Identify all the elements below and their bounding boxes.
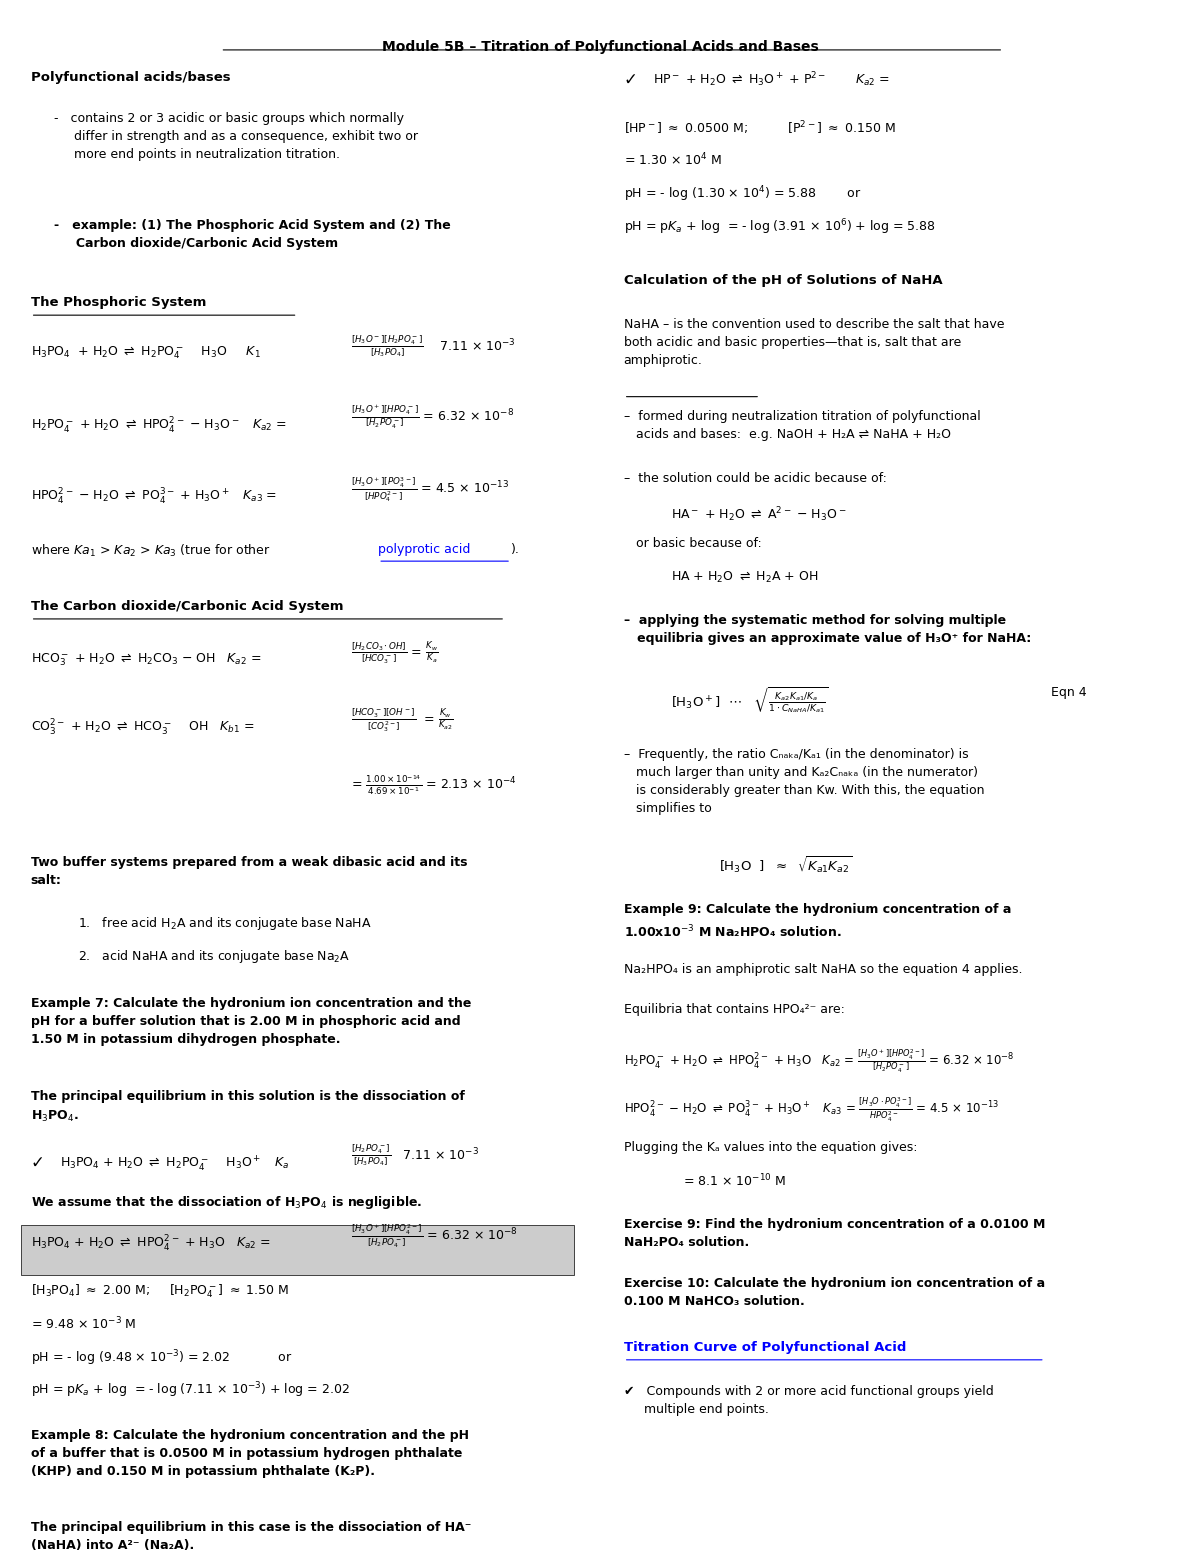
Text: H$_3$PO$_4$ + H$_2$O $\rightleftharpoons$ HPO$_4^{2-}$ + H$_3$O   $K_{a2}$ =: H$_3$PO$_4$ + H$_2$O $\rightleftharpoons… (31, 1235, 270, 1253)
Text: pH = - log (1.30 $\times$ 10$^4$) = 5.88        or: pH = - log (1.30 $\times$ 10$^4$) = 5.88… (624, 185, 862, 205)
Text: $\frac{[H_3O^+][HPO_4^-]}{[H_2PO_4^-]}$ = 6.32 $\times$ 10$^{-8}$: $\frac{[H_3O^+][HPO_4^-]}{[H_2PO_4^-]}$ … (350, 404, 514, 432)
Text: ✓: ✓ (624, 71, 637, 89)
Text: –  the solution could be acidic because of:: – the solution could be acidic because o… (624, 472, 887, 485)
Text: Plugging the Kₐ values into the equation gives:: Plugging the Kₐ values into the equation… (624, 1140, 917, 1154)
Text: We assume that the dissociation of H$_3$PO$_4$ is negligible.: We assume that the dissociation of H$_3$… (31, 1194, 422, 1211)
Text: H$_3$PO$_4$  + H$_2$O $\rightleftharpoons$ H$_2$PO$_4^-$    H$_3$O     $K_1$: H$_3$PO$_4$ + H$_2$O $\rightleftharpoons… (31, 345, 260, 362)
Text: The Carbon dioxide/Carbonic Acid System: The Carbon dioxide/Carbonic Acid System (31, 599, 343, 613)
Text: H$_3$PO$_4$ + H$_2$O $\rightleftharpoons$ H$_2$PO$_4^-$    H$_3$O$^+$   $K_a$: H$_3$PO$_4$ + H$_2$O $\rightleftharpoons… (60, 1154, 289, 1173)
Text: –  applying the systematic method for solving multiple
   equilibria gives an ap: – applying the systematic method for sol… (624, 615, 1031, 646)
Text: $\frac{[H_3O^-][H_2PO_4^-]}{[H_3PO_4]}$    7.11 $\times$ 10$^{-3}$: $\frac{[H_3O^-][H_2PO_4^-]}{[H_3PO_4]}$ … (350, 332, 516, 359)
Text: [HP$^-$] $\approx$ 0.0500 M;          [P$^{2-}$] $\approx$ 0.150 M: [HP$^-$] $\approx$ 0.0500 M; [P$^{2-}$] … (624, 120, 895, 137)
Text: –  Frequently, the ratio Cₙₐₖₐ/Kₐ₁ (in the denominator) is
   much larger than u: – Frequently, the ratio Cₙₐₖₐ/Kₐ₁ (in th… (624, 749, 984, 815)
Text: CO$_3^{2-}$ + H$_2$O $\rightleftharpoons$ HCO$_3^-$    OH   $K_{b1}$ =: CO$_3^{2-}$ + H$_2$O $\rightleftharpoons… (31, 717, 254, 738)
Text: pH = p$K_a$ + log  = - log (7.11 $\times$ 10$^{-3}$) + log = 2.02: pH = p$K_a$ + log = - log (7.11 $\times$… (31, 1381, 349, 1401)
Text: HPO$_4^{2-}$ $-$ H$_2$O $\rightleftharpoons$ PO$_4^{3-}$ + H$_3$O$^+$   $K_{a3}$: HPO$_4^{2-}$ $-$ H$_2$O $\rightleftharpo… (31, 488, 277, 508)
Text: = 9.48 $\times$ 10$^{-3}$ M: = 9.48 $\times$ 10$^{-3}$ M (31, 1315, 136, 1332)
Text: [H$_3$PO$_4$] $\approx$ 2.00 M;     [H$_2$PO$_4^-$] $\approx$ 1.50 M: [H$_3$PO$_4$] $\approx$ 2.00 M; [H$_2$PO… (31, 1283, 289, 1300)
Text: Equilibria that contains HPO₄²⁻ are:: Equilibria that contains HPO₄²⁻ are: (624, 1003, 845, 1016)
Text: HCO$_3^-$ + H$_2$O $\rightleftharpoons$ H$_2$CO$_3$ $-$ OH   $K_{a2}$ =: HCO$_3^-$ + H$_2$O $\rightleftharpoons$ … (31, 652, 262, 668)
Text: = $\frac{1.00 \times 10^{-14}}{4.69 \times 10^{-1}}$ = 2.13 $\times$ 10$^{-4}$: = $\frac{1.00 \times 10^{-14}}{4.69 \tim… (350, 773, 516, 797)
Text: The principal equilibrium in this case is the dissociation of HA⁻
(NaHA) into A²: The principal equilibrium in this case i… (31, 1522, 472, 1553)
Text: Example 7: Calculate the hydronium ion concentration and the
pH for a buffer sol: Example 7: Calculate the hydronium ion c… (31, 997, 472, 1045)
Text: H$_2$PO$_4^-$ + H$_2$O $\rightleftharpoons$ HPO$_4^{2-}$ + H$_3$O   $K_{a2}$ = $: H$_2$PO$_4^-$ + H$_2$O $\rightleftharpoo… (624, 1047, 1014, 1075)
Text: The principal equilibrium in this solution is the dissociation of
H$_3$PO$_4$.: The principal equilibrium in this soluti… (31, 1090, 464, 1124)
Text: Titration Curve of Polyfunctional Acid: Titration Curve of Polyfunctional Acid (624, 1340, 906, 1354)
Text: 2.   acid NaHA and its conjugate base Na$_2$A: 2. acid NaHA and its conjugate base Na$_… (78, 947, 350, 964)
Text: -   example: (1) The Phosphoric Acid System and (2) The
     Carbon dioxide/Carb: - example: (1) The Phosphoric Acid Syste… (54, 219, 451, 250)
Text: or basic because of:: or basic because of: (624, 537, 762, 550)
Text: Polyfunctional acids/bases: Polyfunctional acids/bases (31, 71, 230, 84)
Text: –  formed during neutralization titration of polyfunctional
   acids and bases: : – formed during neutralization titration… (624, 410, 980, 441)
Text: ✓: ✓ (31, 1154, 44, 1173)
Text: 1.   free acid H$_2$A and its conjugate base NaHA: 1. free acid H$_2$A and its conjugate ba… (78, 915, 372, 932)
Text: $\frac{[H_2PO_4^-]}{[H_3PO_4]}$   7.11 $\times$ 10$^{-3}$: $\frac{[H_2PO_4^-]}{[H_3PO_4]}$ 7.11 $\t… (350, 1141, 479, 1168)
Text: polyprotic acid: polyprotic acid (378, 544, 470, 556)
Text: $\frac{[HCO_3^-][OH^-]}{[CO_3^{2-}]}$  = $\frac{K_w}{K_{a2}}$: $\frac{[HCO_3^-][OH^-]}{[CO_3^{2-}]}$ = … (350, 707, 454, 735)
Text: Exercise 9: Find the hydronium concentration of a 0.0100 M
NaH₂PO₄ solution.: Exercise 9: Find the hydronium concentra… (624, 1218, 1045, 1249)
Text: HA$^-$ + H$_2$O $\rightleftharpoons$ A$^{2-}$ $-$ H$_3$O$^-$: HA$^-$ + H$_2$O $\rightleftharpoons$ A$^… (671, 505, 846, 523)
Text: [H$_3$O  ]  $\approx$  $\sqrt{K_{a1}K_{a2}}$: [H$_3$O ] $\approx$ $\sqrt{K_{a1}K_{a2}}… (719, 854, 852, 876)
Text: ✔   Compounds with 2 or more acid functional groups yield
     multiple end poin: ✔ Compounds with 2 or more acid function… (624, 1385, 994, 1416)
Text: where $Ka_1$ > $Ka_2$ > $Ka_3$ (true for other: where $Ka_1$ > $Ka_2$ > $Ka_3$ (true for… (31, 544, 270, 559)
FancyBboxPatch shape (22, 1225, 574, 1275)
Text: $\frac{[H_3O^+][PO_4^{3-}]}{[HPO_4^{2-}]}$ = 4.5 $\times$ 10$^{-13}$: $\frac{[H_3O^+][PO_4^{3-}]}{[HPO_4^{2-}]… (350, 475, 509, 503)
Text: $\frac{[H_3O^+][HPO_4^{2-}]}{[H_2PO_4^-]}$ = 6.32 $\times$ 10$^{-8}$: $\frac{[H_3O^+][HPO_4^{2-}]}{[H_2PO_4^-]… (350, 1222, 518, 1250)
Text: = 8.1 $\times$ 10$^{-10}$ M: = 8.1 $\times$ 10$^{-10}$ M (683, 1173, 786, 1190)
Text: Module 5B – Titration of Polyfunctional Acids and Bases: Module 5B – Titration of Polyfunctional … (382, 39, 818, 53)
Text: [H$_3$O$^+$]  $\cdots$   $\sqrt{\frac{K_{a2}K_{a1}/K_a}{1 \cdot C_{NaHA}/K_{a1}}: [H$_3$O$^+$] $\cdots$ $\sqrt{\frac{K_{a2… (671, 685, 829, 714)
Text: Example 8: Calculate the hydronium concentration and the pH
of a buffer that is : Example 8: Calculate the hydronium conce… (31, 1429, 469, 1478)
Text: pH = p$K_a$ + log  = - log (3.91 $\times$ 10$^6$) + log = 5.88: pH = p$K_a$ + log = - log (3.91 $\times$… (624, 217, 935, 238)
Text: Exercise 10: Calculate the hydronium ion concentration of a
0.100 M NaHCO₃ solut: Exercise 10: Calculate the hydronium ion… (624, 1277, 1045, 1308)
Text: HA + H$_2$O $\rightleftharpoons$ H$_2$A + OH: HA + H$_2$O $\rightleftharpoons$ H$_2$A … (671, 570, 818, 585)
Text: Two buffer systems prepared from a weak dibasic acid and its
salt:: Two buffer systems prepared from a weak … (31, 856, 467, 887)
Text: ).: ). (511, 544, 520, 556)
Text: HPO$_4^{2-}$ $-$ H$_2$O $\rightleftharpoons$ PO$_4^{3-}$ + H$_3$O$^+$   $K_{a3}$: HPO$_4^{2-}$ $-$ H$_2$O $\rightleftharpo… (624, 1096, 998, 1124)
Text: Eqn 4: Eqn 4 (1051, 685, 1086, 699)
Text: Calculation of the pH of Solutions of NaHA: Calculation of the pH of Solutions of Na… (624, 273, 942, 287)
Text: H$_2$PO$_4^-$ + H$_2$O $\rightleftharpoons$ HPO$_4^{2-}$ $-$ H$_3$O$^-$   $K_{a2: H$_2$PO$_4^-$ + H$_2$O $\rightleftharpoo… (31, 416, 287, 436)
Text: Example 9: Calculate the hydronium concentration of a
1.00x10$^{-3}$ M Na₂HPO₄ s: Example 9: Calculate the hydronium conce… (624, 904, 1012, 940)
Text: = 1.30 $\times$ 10$^4$ M: = 1.30 $\times$ 10$^4$ M (624, 152, 722, 169)
Text: The Phosphoric System: The Phosphoric System (31, 297, 206, 309)
Text: NaHA – is the convention used to describe the salt that have
both acidic and bas: NaHA – is the convention used to describ… (624, 318, 1004, 367)
Text: -   contains 2 or 3 acidic or basic groups which normally
     differ in strengt: - contains 2 or 3 acidic or basic groups… (54, 112, 419, 162)
Text: Na₂HPO₄ is an amphiprotic salt NaHA so the equation 4 applies.: Na₂HPO₄ is an amphiprotic salt NaHA so t… (624, 963, 1022, 975)
Text: $\frac{[H_2CO_3 \cdot OH]}{[HCO_3^-]}$ = $\frac{K_w}{K_a}$: $\frac{[H_2CO_3 \cdot OH]}{[HCO_3^-]}$ =… (350, 640, 438, 666)
Text: HP$^-$ + H$_2$O $\rightleftharpoons$ H$_3$O$^+$ + P$^{2-}$       $K_{a2}$ =: HP$^-$ + H$_2$O $\rightleftharpoons$ H$_… (653, 71, 890, 90)
Text: pH = - log (9.48 $\times$ 10$^{-3}$) = 2.02            or: pH = - log (9.48 $\times$ 10$^{-3}$) = 2… (31, 1348, 292, 1368)
